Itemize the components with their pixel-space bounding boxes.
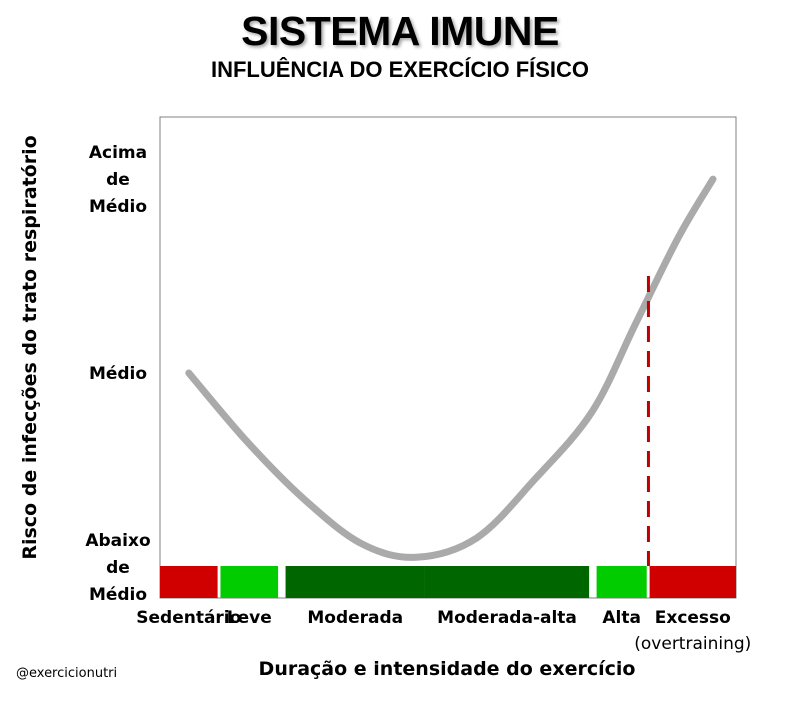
x-axis-title: Duração e intensidade do exercício	[259, 658, 636, 680]
chart-title: SISTEMA IMUNE	[241, 8, 559, 54]
y-tick-labels: Acima de Médio Médio Abaixo de Médio	[85, 143, 150, 605]
x-tick-label: Moderada	[307, 608, 403, 628]
x-tick-label: Moderada-alta	[437, 608, 577, 628]
credit-handle: @exercicionutri	[16, 666, 117, 681]
y-tick-label: de	[106, 558, 130, 578]
category-bar	[424, 566, 590, 598]
x-tick-label: Sedentário	[136, 608, 241, 628]
category-bar	[160, 566, 218, 598]
category-bars	[160, 566, 736, 598]
x-tick-label: Leve	[227, 608, 272, 628]
y-axis-title: Risco de infecções do trato respiratório	[19, 135, 41, 559]
category-bar	[285, 566, 425, 598]
category-bar	[220, 566, 279, 598]
x-tick-label: Alta	[602, 608, 641, 628]
y-tick-label: Médio	[89, 197, 147, 217]
x-tick-sublabel: (overtraining)	[634, 634, 751, 654]
y-tick-label: de	[106, 170, 130, 190]
category-bar	[596, 566, 647, 598]
chart-subtitle: INFLUÊNCIA DO EXERCÍCIO FÍSICO	[210, 57, 590, 82]
x-tick-label: Excesso	[655, 608, 731, 628]
y-tick-label: Médio	[89, 364, 147, 384]
y-tick-label: Médio	[89, 585, 147, 605]
y-tick-label: Acima	[89, 143, 147, 163]
y-tick-label: Abaixo	[85, 531, 150, 551]
risk-curve-line	[185, 175, 717, 561]
category-bar	[649, 566, 736, 598]
